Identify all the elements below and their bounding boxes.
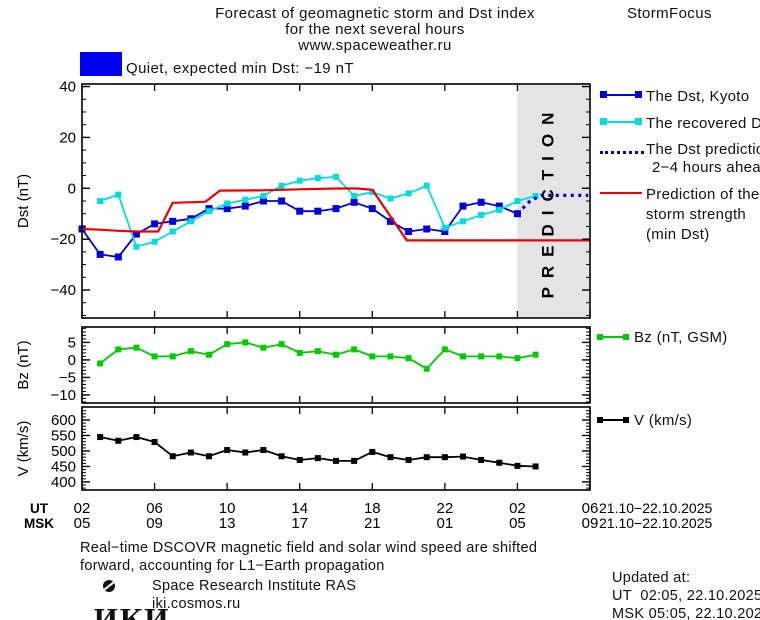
legend-label-storm-strength-3: (min Dst) (646, 226, 710, 243)
svg-text:MSK: MSK (24, 516, 54, 531)
svg-text:600: 600 (51, 412, 76, 429)
svg-text:22: 22 (437, 500, 454, 517)
svg-text:−5: −5 (59, 369, 76, 386)
quiet-status-swatch (80, 52, 122, 76)
dst-panel: PREDICTION 40 20 0 −20 −40 Dst (nT) (15, 79, 591, 319)
svg-text:−40: −40 (51, 282, 76, 299)
svg-text:13: 13 (219, 515, 236, 532)
svg-text:21.10−22.10.2025: 21.10−22.10.2025 (599, 515, 712, 531)
svg-text:40: 40 (59, 79, 76, 96)
legend-label-dst-prediction-2: 2−4 hours ahead (652, 159, 760, 176)
svg-text:05: 05 (74, 515, 91, 532)
bz-axis-label: Bz (nT) (15, 340, 32, 389)
legend-label-dst-kyoto: The Dst, Kyoto (646, 88, 750, 105)
dst-axis-label: Dst (nT) (15, 174, 32, 228)
quiet-status-label: Quiet, expected min Dst: −19 nT (126, 60, 354, 77)
legend-swatch-dst-kyoto (600, 90, 642, 100)
svg-text:02: 02 (509, 500, 526, 517)
iki-logo-text: ИКИ (93, 601, 171, 620)
series-bz (97, 339, 539, 372)
svg-text:21: 21 (364, 515, 381, 532)
bz-panel: 50−5−10 Bz (nT) (15, 326, 591, 404)
legend-swatch-bz (597, 332, 629, 342)
legend-label-storm-strength-2: storm strength (646, 206, 747, 223)
footer-note-line2: forward, accounting for L1−Earth propaga… (80, 558, 385, 574)
svg-text:0: 0 (68, 180, 76, 197)
svg-text:UT: UT (30, 501, 49, 516)
svg-text:18: 18 (364, 500, 381, 517)
legend-label-dst-prediction-1: The Dst prediction (646, 141, 760, 158)
series-prediction_line (516, 193, 589, 215)
svg-text:550: 550 (51, 427, 76, 444)
legend-swatch-dst-prediction (600, 151, 644, 154)
institute-name: Space Research Institute RAS (152, 578, 357, 594)
series-storm (81, 187, 590, 242)
legend-label-recovered-dst: The recovered Dst (646, 115, 760, 132)
svg-text:06: 06 (146, 500, 163, 517)
updated-at-label: Updated at: (612, 570, 691, 586)
series-kyoto (78, 197, 521, 261)
series-v (97, 434, 539, 470)
prediction-band-label: PREDICTION (539, 104, 558, 299)
page-title-line1: Forecast of geomagnetic storm and Dst in… (215, 5, 535, 22)
institute-site: iki.cosmos.ru (152, 596, 241, 612)
svg-text:02: 02 (74, 500, 91, 517)
brand-label: StormFocus (627, 5, 712, 22)
footer-note-line1: Real−time DSCOVR magnetic field and sola… (80, 540, 538, 556)
svg-text:01: 01 (437, 515, 454, 532)
svg-text:−20: −20 (51, 231, 76, 248)
svg-text:21.10−22.10.2025: 21.10−22.10.2025 (599, 500, 712, 516)
svg-text:06: 06 (582, 500, 599, 517)
legend-label-bz: Bz (nT, GSM) (634, 329, 728, 346)
svg-text:17: 17 (291, 515, 308, 532)
svg-text:09: 09 (146, 515, 163, 532)
svg-text:500: 500 (51, 443, 76, 460)
legend-swatch-storm-strength (600, 192, 642, 194)
updated-at-msk: MSK 05:05, 22.10.2025 (612, 606, 760, 620)
legend-swatch-v (597, 415, 629, 425)
svg-text:14: 14 (291, 500, 308, 517)
updated-at-ut: UT 02:05, 22.10.2025 (612, 588, 760, 604)
site-url: www.spaceweather.ru (298, 37, 452, 54)
legend-label-v: V (km/s) (634, 412, 693, 429)
svg-text:10: 10 (219, 500, 236, 517)
series-recovered (97, 173, 539, 250)
iki-logo: ИКИ (76, 580, 171, 620)
legend-swatch-recovered-dst (600, 117, 642, 127)
svg-text:450: 450 (51, 458, 76, 475)
svg-text:5: 5 (68, 334, 76, 351)
svg-text:400: 400 (51, 474, 76, 491)
svg-text:−10: −10 (51, 387, 76, 404)
iki-orbit-icon (103, 580, 115, 592)
svg-text:20: 20 (59, 129, 76, 146)
svg-text:09: 09 (582, 515, 599, 532)
v-axis-label: V (km/s) (15, 421, 32, 477)
svg-text:05: 05 (509, 515, 526, 532)
svg-text:0: 0 (68, 352, 76, 369)
legend-label-storm-strength-1: Prediction of the (646, 186, 760, 203)
page-title-line2: for the next several hours (285, 21, 465, 38)
